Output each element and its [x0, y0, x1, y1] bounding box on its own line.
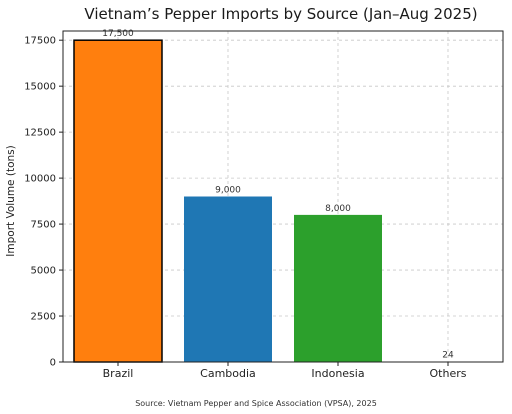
bar-cambodia	[184, 196, 272, 362]
source-note: Source: Vietnam Pepper and Spice Associa…	[135, 399, 377, 408]
y-tick-label: 17500	[24, 36, 56, 47]
y-tick-label: 15000	[24, 82, 56, 93]
x-tick-label-indonesia: Indonesia	[311, 367, 364, 380]
data-labels: 17,500 9,000 8,000 24	[102, 29, 454, 360]
x-tick-label-cambodia: Cambodia	[200, 367, 256, 380]
chart-title: Vietnam’s Pepper Imports by Source (Jan–…	[84, 5, 477, 23]
x-tick-label-others: Others	[430, 367, 467, 380]
plot-frame	[62, 30, 504, 363]
y-tick-label: 0	[50, 358, 56, 369]
data-label-cambodia: 9,000	[215, 186, 241, 196]
bar-indonesia	[294, 214, 382, 362]
x-tick-label-brazil: Brazil	[103, 367, 134, 380]
y-tick-label: 5000	[31, 266, 56, 277]
bar-brazil	[73, 39, 163, 363]
y-axis-ticks: 0 2500 5000 7500 10000 12500 15000 17500	[24, 36, 63, 369]
y-tick-label: 2500	[31, 312, 56, 323]
data-label-indonesia: 8,000	[325, 204, 351, 214]
x-axis-ticks: Brazil Cambodia Indonesia Others	[103, 362, 467, 380]
y-tick-label: 12500	[24, 128, 56, 139]
y-tick-label: 10000	[24, 174, 56, 185]
y-axis-label: Import Volume (tons)	[5, 145, 17, 256]
data-label-brazil: 17,500	[102, 29, 134, 39]
data-label-others: 24	[442, 351, 454, 361]
bars	[73, 39, 492, 363]
y-tick-label: 7500	[31, 220, 56, 231]
